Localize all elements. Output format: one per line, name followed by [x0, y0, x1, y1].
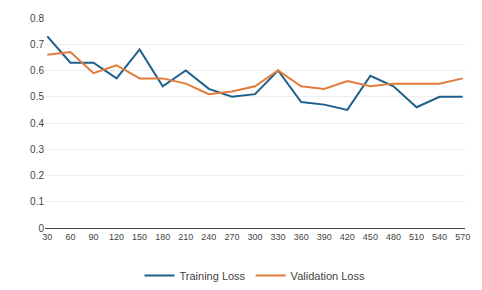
svg-text:0.1: 0.1 [30, 196, 44, 207]
svg-text:510: 510 [409, 232, 424, 242]
svg-text:360: 360 [294, 232, 309, 242]
svg-text:60: 60 [65, 232, 75, 242]
svg-text:300: 300 [247, 232, 262, 242]
svg-text:270: 270 [224, 232, 239, 242]
svg-text:Training Loss: Training Loss [180, 270, 246, 282]
svg-text:0.7: 0.7 [30, 39, 44, 50]
svg-text:0.8: 0.8 [30, 13, 44, 24]
svg-text:540: 540 [432, 232, 447, 242]
svg-text:0.2: 0.2 [30, 170, 44, 181]
svg-text:0.4: 0.4 [30, 118, 44, 129]
svg-text:0.5: 0.5 [30, 91, 44, 102]
svg-text:Validation Loss: Validation Loss [291, 270, 365, 282]
svg-text:570: 570 [455, 232, 470, 242]
svg-text:420: 420 [340, 232, 355, 242]
svg-text:450: 450 [363, 232, 378, 242]
svg-text:90: 90 [88, 232, 98, 242]
svg-text:0.6: 0.6 [30, 65, 44, 76]
svg-text:210: 210 [178, 232, 193, 242]
svg-text:150: 150 [132, 232, 147, 242]
svg-text:30: 30 [42, 232, 52, 242]
svg-text:480: 480 [386, 232, 401, 242]
svg-text:0.3: 0.3 [30, 144, 44, 155]
svg-text:390: 390 [317, 232, 332, 242]
svg-text:120: 120 [109, 232, 124, 242]
svg-text:330: 330 [271, 232, 286, 242]
svg-text:240: 240 [201, 232, 216, 242]
svg-text:0: 0 [38, 223, 44, 234]
svg-text:180: 180 [155, 232, 170, 242]
